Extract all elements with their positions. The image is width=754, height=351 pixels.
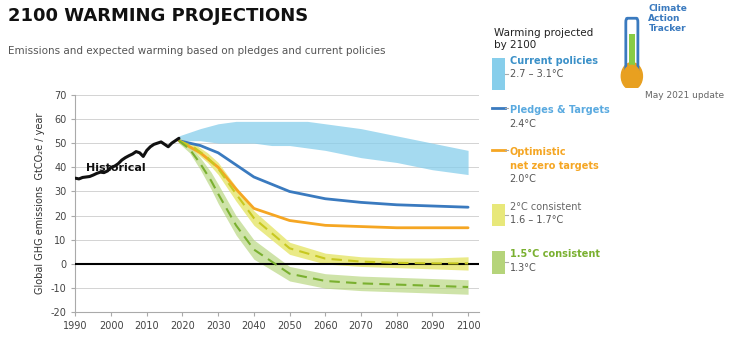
Text: 2100 WARMING PROJECTIONS: 2100 WARMING PROJECTIONS (8, 7, 308, 25)
Text: Current policies: Current policies (510, 56, 598, 66)
Text: Optimistic: Optimistic (510, 147, 566, 157)
Text: Pledges & Targets: Pledges & Targets (510, 105, 609, 115)
Text: May 2021 update: May 2021 update (645, 91, 724, 100)
Text: 2.4°C: 2.4°C (510, 119, 537, 128)
Text: Historical: Historical (86, 163, 146, 173)
Text: 1.6 – 1.7°C: 1.6 – 1.7°C (510, 215, 563, 225)
Ellipse shape (624, 65, 640, 87)
Text: net zero targets: net zero targets (510, 161, 599, 171)
Ellipse shape (621, 62, 642, 90)
Text: 2°C consistent: 2°C consistent (510, 202, 581, 212)
Text: Warming projected
by 2100: Warming projected by 2100 (494, 28, 593, 50)
Text: Climate
Action
Tracker: Climate Action Tracker (648, 4, 688, 33)
FancyBboxPatch shape (629, 34, 635, 76)
Text: 1.5°C consistent: 1.5°C consistent (510, 249, 599, 259)
Text: 2.7 – 3.1°C: 2.7 – 3.1°C (510, 69, 563, 79)
Y-axis label: Global GHG emissions  GtCO₂e / year: Global GHG emissions GtCO₂e / year (35, 113, 45, 294)
Text: 2.0°C: 2.0°C (510, 174, 537, 184)
Text: Emissions and expected warming based on pledges and current policies: Emissions and expected warming based on … (8, 46, 385, 55)
Text: 1.3°C: 1.3°C (510, 263, 536, 272)
